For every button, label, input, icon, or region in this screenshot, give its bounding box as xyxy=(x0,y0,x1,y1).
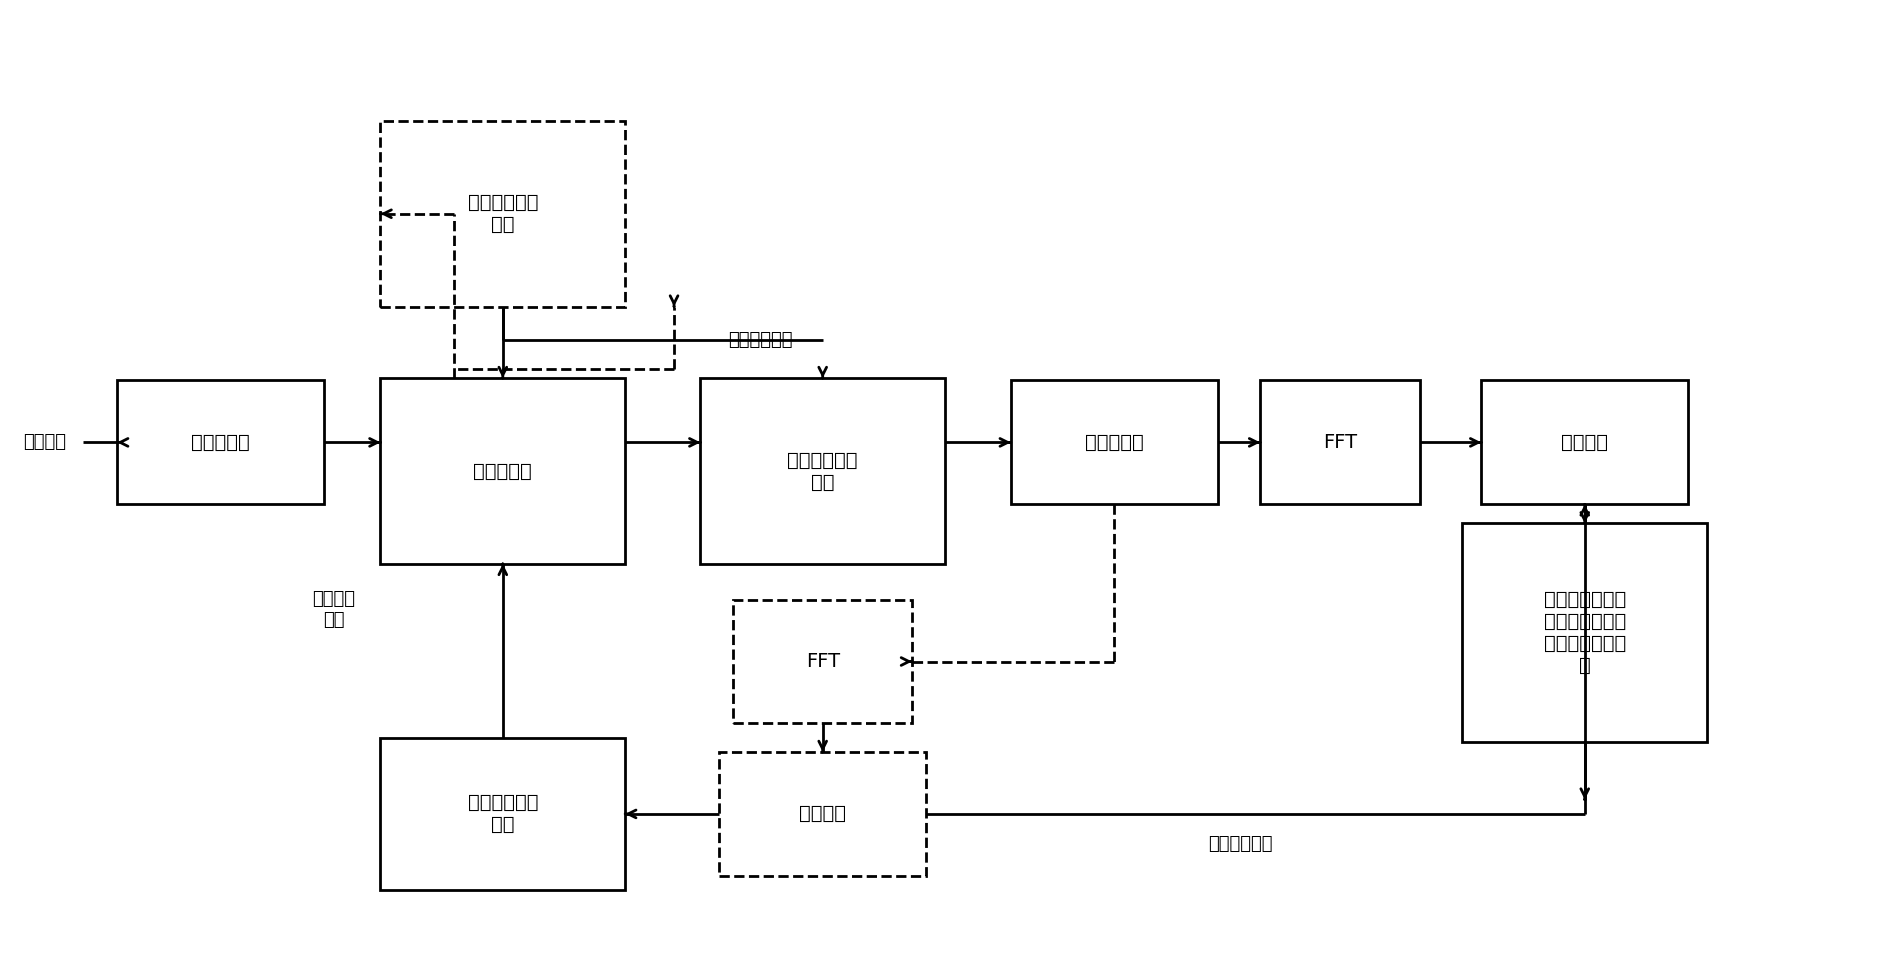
Text: 残留载波频率偏
差，残留采样时
钟偏差的相位补
偿: 残留载波频率偏 差，残留采样时 钟偏差的相位补 偿 xyxy=(1543,590,1625,676)
Text: 接收信号: 接收信号 xyxy=(23,433,66,452)
Text: 采样率转换: 采样率转换 xyxy=(472,461,533,480)
Bar xyxy=(117,381,323,505)
Text: 采样时钟偏差
估计: 采样时钟偏差 估计 xyxy=(467,794,538,834)
Text: 定时粗同步: 定时粗同步 xyxy=(191,432,249,452)
Bar xyxy=(1481,381,1687,505)
Bar xyxy=(1462,524,1706,743)
Text: 载波频率偏差: 载波频率偏差 xyxy=(729,331,793,349)
Bar xyxy=(733,600,912,724)
Bar xyxy=(1260,381,1419,505)
Text: 载波频率偏差
校正: 载波频率偏差 校正 xyxy=(788,451,858,491)
Bar xyxy=(701,378,944,564)
Text: 信道传输函数: 信道传输函数 xyxy=(1207,835,1273,853)
Bar xyxy=(1011,381,1217,505)
Bar xyxy=(380,738,625,890)
Text: FFT: FFT xyxy=(1322,432,1356,452)
Bar xyxy=(380,121,625,307)
Text: 信道均衡: 信道均衡 xyxy=(1560,432,1608,452)
Text: 采样时钟
偏差: 采样时钟 偏差 xyxy=(312,590,355,628)
Text: 信道估计: 信道估计 xyxy=(799,804,846,824)
Text: 定时精同步: 定时精同步 xyxy=(1084,432,1143,452)
Text: FFT: FFT xyxy=(805,652,839,671)
Text: 载波频率偏差
估计: 载波频率偏差 估计 xyxy=(467,193,538,234)
Bar xyxy=(380,378,625,564)
Bar xyxy=(720,752,926,875)
